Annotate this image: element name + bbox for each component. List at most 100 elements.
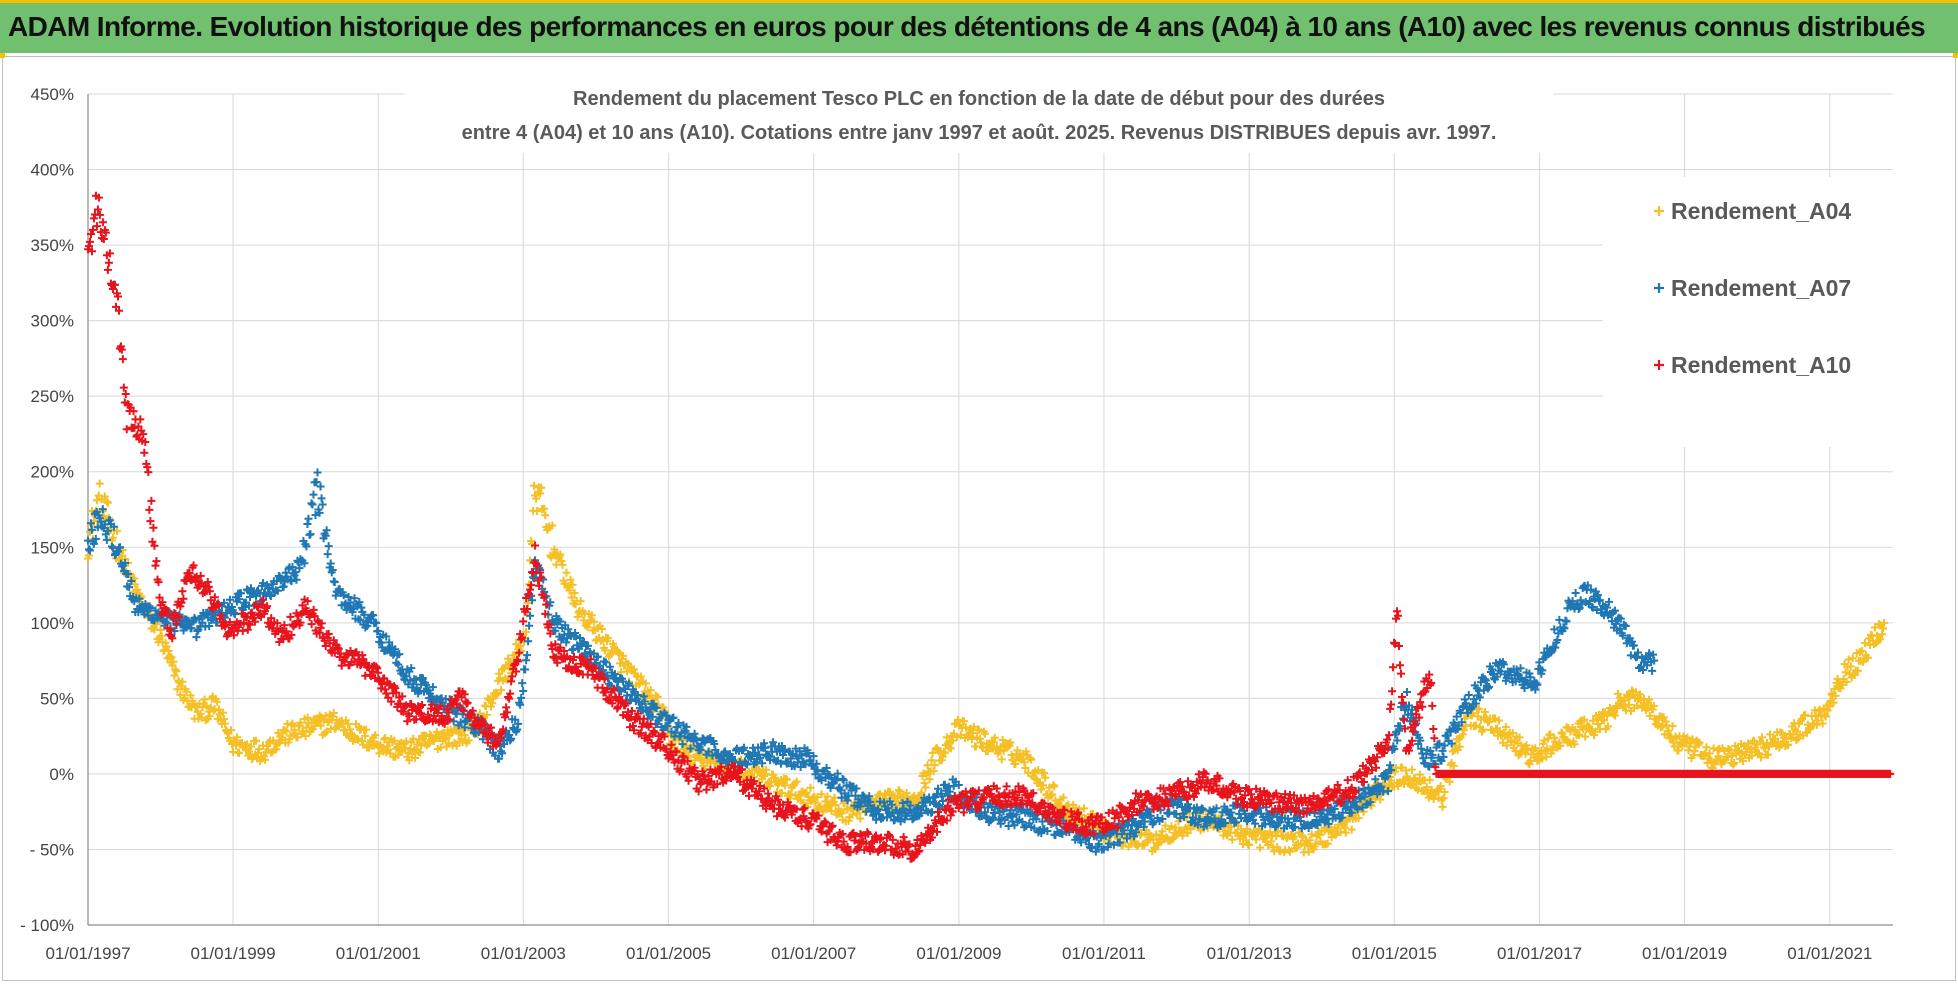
data-point (505, 694, 514, 703)
data-point (1011, 759, 1020, 768)
data-point (1340, 823, 1349, 832)
data-point (432, 727, 441, 736)
data-point (997, 755, 1006, 764)
data-point (1332, 829, 1341, 838)
data-point (186, 691, 195, 700)
data-point (519, 617, 528, 626)
data-point (145, 505, 154, 514)
data-point (100, 492, 109, 501)
data-point (316, 721, 325, 730)
data-point (917, 788, 926, 797)
data-point (375, 749, 384, 758)
data-point (1040, 769, 1049, 778)
data-point (605, 650, 614, 659)
data-point (405, 756, 414, 765)
data-point (1407, 765, 1416, 774)
data-point (1171, 823, 1180, 832)
data-point (603, 634, 612, 643)
data-point (519, 687, 528, 696)
data-point (301, 732, 310, 741)
data-point (764, 789, 773, 798)
data-point (1396, 661, 1405, 670)
data-point (177, 682, 186, 691)
data-point (837, 809, 846, 818)
data-point (1039, 781, 1048, 790)
data-point (817, 790, 826, 799)
report-banner: ADAM Informe. Evolution historique des p… (0, 0, 1958, 53)
data-point (998, 735, 1007, 744)
data-point (1459, 726, 1468, 735)
data-point (313, 468, 322, 477)
data-point (261, 755, 270, 764)
data-point (343, 719, 352, 728)
data-point (233, 733, 242, 742)
data-point (1464, 690, 1473, 699)
data-point (1228, 835, 1237, 844)
data-point (411, 754, 420, 763)
x-tick-label: 01/01/2011 (1062, 944, 1146, 963)
data-point (103, 498, 112, 507)
data-point (464, 736, 473, 745)
data-point (1428, 701, 1437, 710)
data-point (272, 745, 281, 754)
data-points (84, 191, 1895, 863)
data-point (967, 734, 976, 743)
data-point (530, 481, 539, 490)
y-tick-label: 150% (31, 538, 74, 557)
data-point (1245, 841, 1254, 850)
data-point (278, 733, 287, 742)
data-point (831, 801, 840, 810)
data-point (92, 496, 101, 505)
x-tick-label: 01/01/2015 (1352, 944, 1437, 963)
data-point (565, 586, 574, 595)
data-point (321, 711, 330, 720)
data-point (616, 659, 625, 668)
data-point (1311, 839, 1320, 848)
data-point (562, 568, 571, 577)
data-point (1439, 794, 1448, 803)
data-point (548, 521, 557, 530)
data-point (1422, 783, 1431, 792)
data-point (1425, 775, 1434, 784)
data-point (329, 709, 338, 718)
data-point (293, 733, 302, 742)
data-point (380, 735, 389, 744)
data-point (1252, 835, 1261, 844)
data-point (761, 769, 770, 778)
data-point (537, 483, 546, 492)
data-point (811, 798, 820, 807)
data-point (782, 775, 791, 784)
data-point (1240, 830, 1249, 839)
data-point (1027, 755, 1036, 764)
data-point (1403, 687, 1411, 696)
x-tick-label: 01/01/2009 (916, 944, 1001, 963)
data-point (303, 520, 312, 529)
data-point (929, 767, 938, 776)
data-point (136, 415, 145, 424)
data-point (961, 723, 970, 732)
data-point (1002, 782, 1011, 791)
data-point (282, 727, 291, 736)
data-point (830, 793, 839, 802)
data-point (1413, 785, 1422, 794)
y-tick-label: - 50% (30, 840, 74, 859)
data-point (497, 686, 506, 695)
data-point (762, 765, 771, 774)
data-point (504, 654, 513, 663)
data-point (1438, 802, 1447, 811)
data-point (288, 719, 297, 728)
data-point (1451, 741, 1460, 750)
data-point (324, 542, 333, 551)
data-point (252, 736, 261, 745)
data-point (557, 557, 566, 566)
data-point (493, 690, 502, 699)
x-tick-label: 01/01/2001 (336, 944, 421, 963)
data-point (424, 739, 433, 748)
data-point (697, 756, 706, 765)
data-point (925, 775, 934, 784)
data-point (104, 258, 113, 267)
y-tick-label: 300% (31, 312, 74, 331)
data-point (556, 550, 565, 559)
x-tick-label: 01/01/2017 (1497, 944, 1582, 963)
data-point (587, 611, 596, 620)
